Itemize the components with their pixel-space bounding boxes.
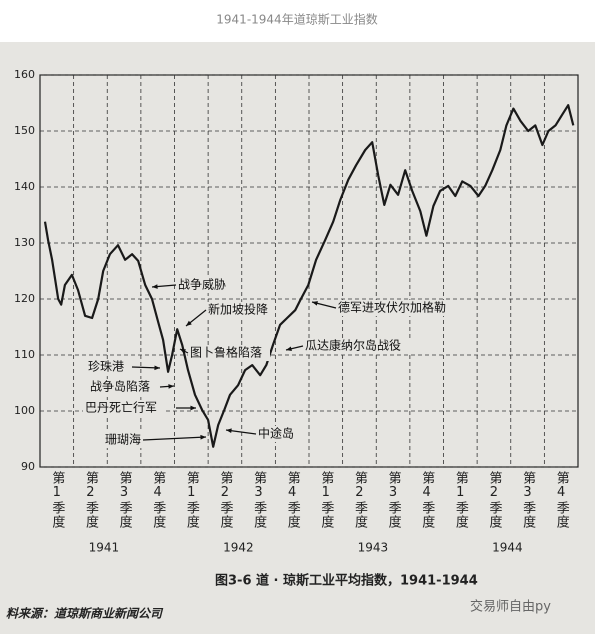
y-tick-label: 110 [14, 348, 35, 361]
y-tick-label: 100 [14, 404, 35, 417]
y-tick-label: 160 [14, 68, 35, 81]
data-line [43, 104, 575, 448]
x-tick-label: 第1季度 [453, 471, 469, 529]
annotation: 图卜鲁格陷落 [190, 345, 262, 360]
annotation: 珍珠港 [88, 360, 124, 374]
arrow-head [180, 349, 186, 354]
page-title: 1941-1944年道琼斯工业指数 [216, 12, 377, 27]
annotation-bg [188, 345, 270, 361]
annotation-bg [256, 426, 299, 442]
arrow-head [152, 284, 158, 289]
annotation: 新加坡投降 [208, 302, 268, 317]
year-label: 1942 [223, 541, 254, 555]
annotation: 瓜达康纳尔岛战役 [305, 338, 401, 353]
source: 料来源：道琼斯商业新闻公司 [6, 607, 164, 621]
x-tick-label: 第1季度 [318, 471, 334, 529]
annotation: 德军进攻伏尔加格勒 [338, 300, 446, 315]
x-tick-label: 第3季度 [117, 471, 133, 529]
annotation: 战争岛陷落 [90, 379, 150, 394]
annotation-bg [88, 379, 157, 395]
annotation: 战争威胁 [178, 277, 226, 292]
arrow-head [226, 428, 232, 434]
y-tick-label: 140 [14, 180, 35, 193]
arrow-head [168, 384, 174, 389]
annotation-bg [83, 400, 165, 416]
x-tick-label: 第3季度 [520, 471, 536, 529]
paper [0, 42, 595, 634]
x-tick-label: 第4季度 [419, 471, 435, 529]
x-tick-label: 第4季度 [554, 471, 570, 529]
watermark: 交易师自由py [470, 599, 551, 615]
x-tick-label: 第2季度 [83, 471, 99, 529]
arrow-head [200, 434, 206, 440]
x-tick-label: 第4季度 [285, 471, 301, 529]
caption: 图3-6 道 · 琼斯工业平均指数，1941-1944 [215, 573, 478, 589]
year-label: 1943 [358, 541, 389, 555]
arrow-head [154, 365, 160, 371]
x-tick-label: 第2季度 [486, 471, 502, 529]
x-tick-label: 第1季度 [49, 471, 65, 529]
x-tick-label: 第3季度 [386, 471, 402, 529]
y-tick-label: 90 [21, 460, 35, 473]
annotation-arrow [142, 436, 207, 441]
annotation: 珊瑚海 [105, 432, 141, 447]
annotation-bg [303, 338, 411, 354]
arrow-head [286, 346, 292, 352]
x-tick-label: 第2季度 [352, 471, 368, 529]
arrow-head [190, 405, 196, 411]
annotation: 中途岛 [258, 426, 294, 441]
x-tick-label: 第1季度 [184, 471, 200, 529]
annotation-bg [86, 359, 129, 375]
arrow-head [312, 301, 318, 306]
x-tick-label: 第4季度 [150, 471, 166, 529]
x-tick-label: 第3季度 [251, 471, 267, 529]
arrow-head [186, 320, 192, 326]
year-label: 1944 [492, 541, 523, 555]
x-tick-label: 第2季度 [217, 471, 233, 529]
annotation-bg [103, 432, 146, 448]
annotation-bg [336, 300, 457, 316]
year-label: 1941 [89, 541, 120, 555]
annotation-bg [206, 302, 275, 318]
y-tick-label: 130 [14, 236, 35, 249]
annotation-bg [176, 277, 232, 293]
y-tick-label: 150 [14, 124, 35, 137]
annotation: 巴丹死亡行军 [85, 401, 157, 415]
y-tick-label: 120 [14, 292, 35, 305]
